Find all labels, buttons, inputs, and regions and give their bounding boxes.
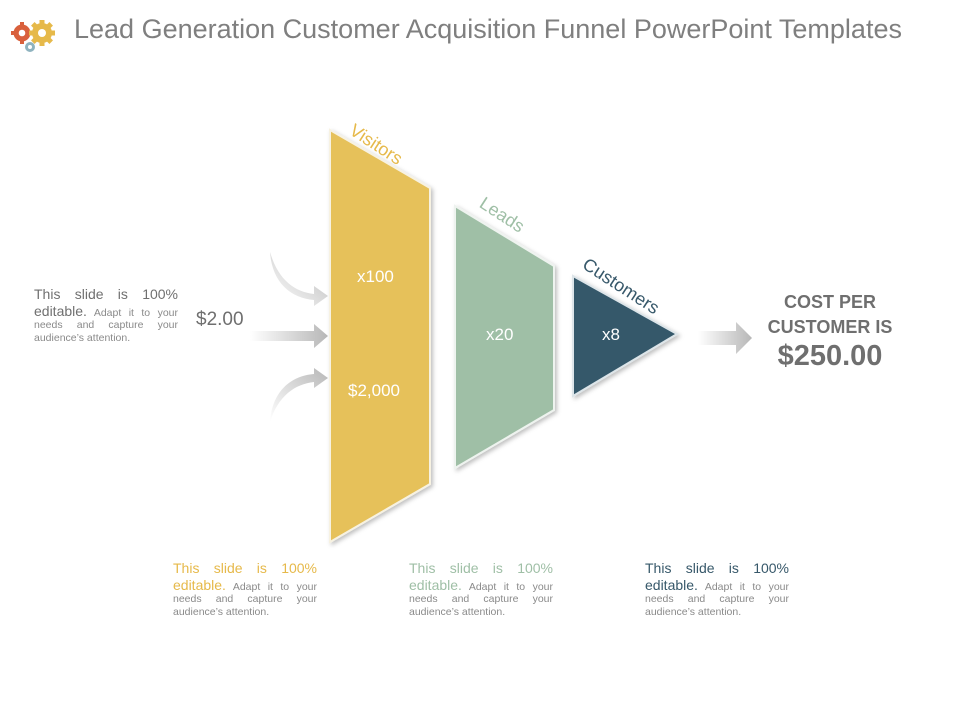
gears-icon: [11, 20, 55, 52]
customers-multiplier: x8: [602, 325, 620, 344]
caption-customers: This slide is 100% editable. Adapt it to…: [645, 560, 789, 618]
caption-lead: This slide is 100% editable.: [409, 560, 553, 593]
caption-body: Adapt it to your needs and capture your …: [409, 580, 554, 618]
caption-body: Adapt it to your needs and capture your …: [173, 580, 318, 618]
caption-leads: This slide is 100% editable. Adapt it to…: [409, 560, 553, 618]
arrow-right-icon: [698, 322, 752, 354]
input-price: $2.00: [196, 309, 244, 330]
arrow-right-icon: [250, 324, 328, 348]
caption-visitors: This slide is 100% editable. Adapt it to…: [173, 560, 317, 618]
visitors-cost: $2,000: [348, 381, 400, 400]
caption-lead: This slide is 100% editable.: [173, 560, 317, 593]
cost-per-customer-value: $250.00: [777, 340, 883, 372]
caption-body: Adapt it to your needs and capture your …: [645, 580, 790, 618]
visitors-multiplier: x100: [357, 267, 394, 286]
arrow-right-icon: [270, 252, 328, 306]
caption-left: This slide is 100% editable. Adapt it to…: [34, 286, 178, 344]
customers-stage-shape: [572, 274, 680, 398]
caption-lead: This slide is 100% editable.: [34, 286, 178, 319]
cost-per-customer-label: COST PER CUSTOMER IS: [767, 292, 893, 337]
page-title: Lead Generation Customer Acquisition Fun…: [74, 14, 902, 44]
leads-multiplier: x20: [486, 325, 514, 344]
arrow-right-icon: [270, 368, 328, 422]
caption-lead: This slide is 100% editable.: [645, 560, 789, 593]
visitors-stage-shape: [329, 128, 431, 544]
leads-stage-shape: [454, 204, 555, 470]
caption-body: Adapt it to your needs and capture your …: [34, 306, 179, 344]
